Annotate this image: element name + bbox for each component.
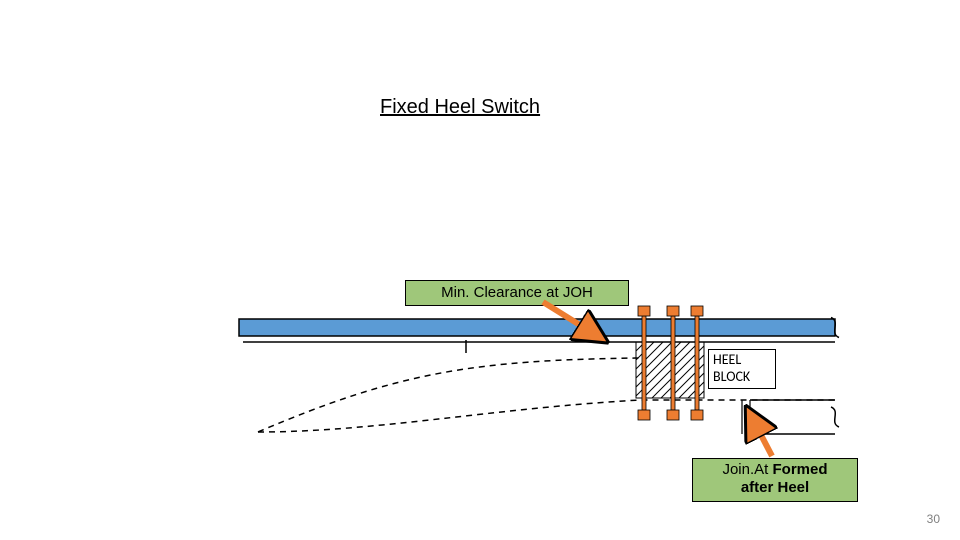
fixed-heel-switch-diagram bbox=[0, 0, 960, 540]
